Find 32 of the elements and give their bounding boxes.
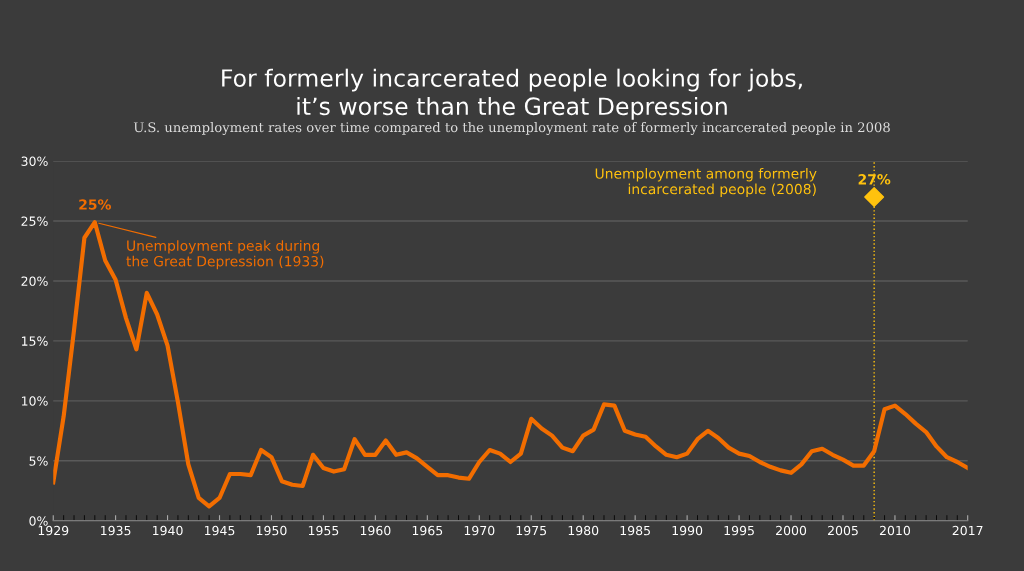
x-tick-label: 1965 [412,525,443,536]
data-label: 25% [79,199,111,210]
x-tick-label: 2010 [879,525,911,536]
chart-title: For formerly incarcerated people looking for jobs, it’s worse than the Great Depression [222,68,802,120]
annotation: Unemployment peak during the Great Depression (1933) [126,240,324,270]
y-tick-label: 0% [29,516,48,526]
chart-subtitle: U.S. unemployment rates over time compared to the unemployment rate of formerly incarcerated people in 2008 [133,122,890,135]
x-tick-label: 1975 [516,525,547,536]
x-tick-label: 1985 [620,525,650,536]
x-tick-label: 1995 [724,525,754,536]
y-tick-label: 20% [21,276,48,286]
x-tick-label: 1950 [256,525,287,536]
y-tick-label: 30% [21,156,48,166]
x-tick-label: 1940 [153,525,183,536]
x-tick-label: 1960 [360,525,391,536]
y-tick-label: 5% [29,456,48,466]
x-tick-label: 2017 [952,525,983,536]
x-tick-label: 1980 [568,525,599,536]
x-tick-label: 1990 [672,525,703,536]
x-tick-label: 2005 [827,525,858,536]
x-tick-label: 1945 [204,525,235,536]
x-tick-label: 1970 [464,525,495,536]
text: Unemployment among formerly incarcerated people (2008) [595,168,817,197]
x-tick-label: 1929 [38,525,69,536]
x-tick-label: 2000 [776,525,807,536]
y-tick-label: 15% [21,336,48,346]
x-tick-label: 1955 [308,525,339,536]
x-tick-label: 1935 [101,525,131,536]
y-tick-label: 25% [21,216,48,226]
data-label: 27% [858,174,891,185]
y-tick-label: 10% [21,396,48,406]
line-series [53,220,968,509]
